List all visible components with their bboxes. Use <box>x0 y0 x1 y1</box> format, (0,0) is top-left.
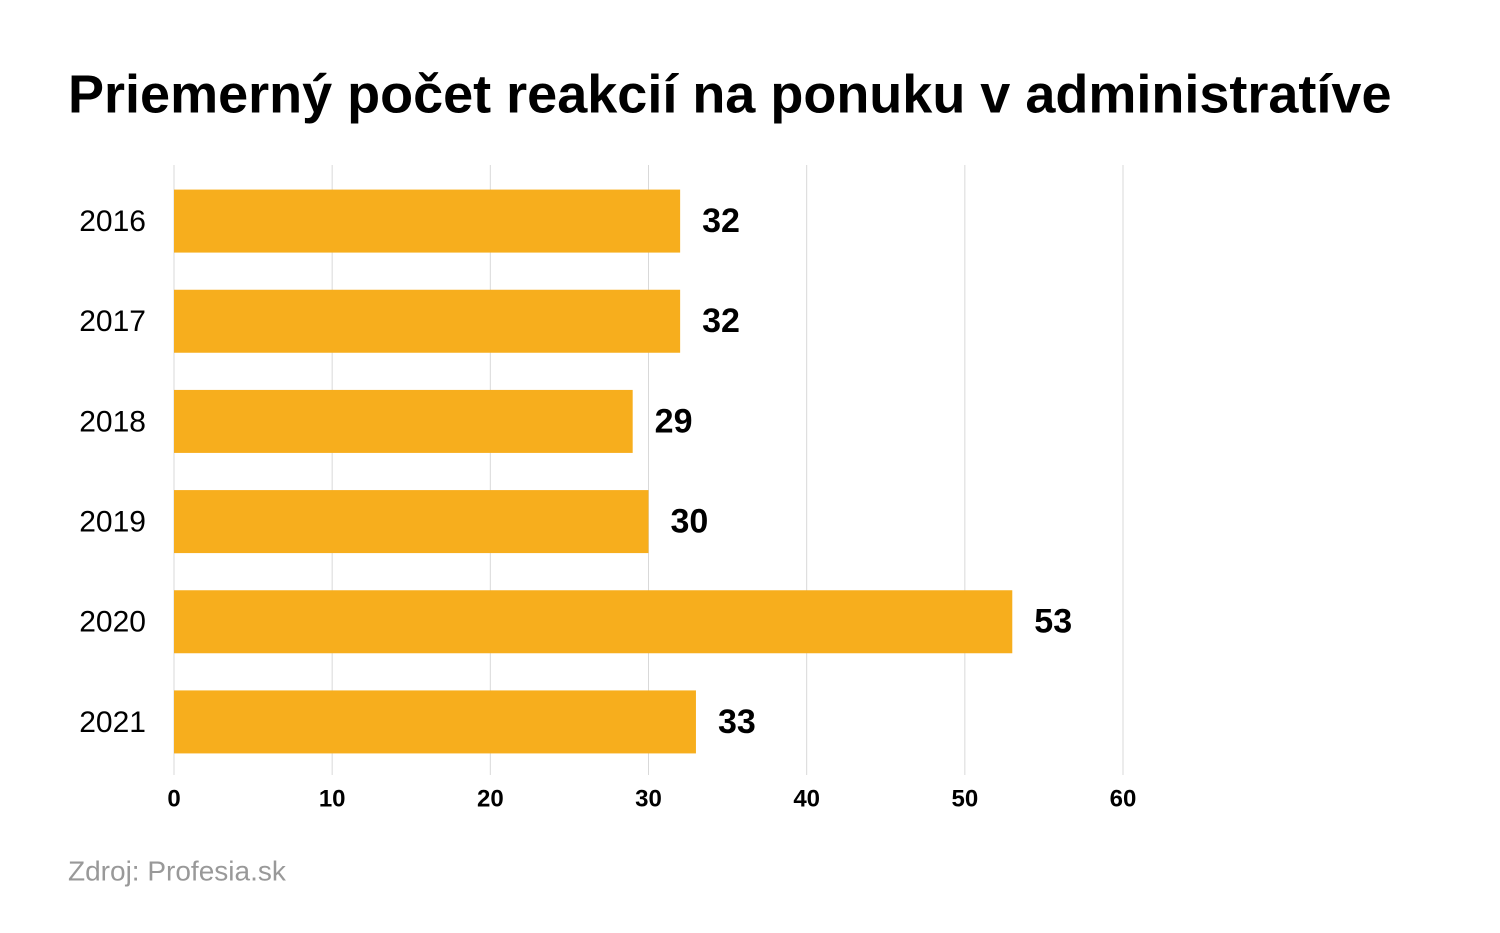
bar <box>174 389 633 453</box>
y-tick-label: 2021 <box>79 706 146 739</box>
y-tick-label: 2019 <box>79 506 146 539</box>
bar <box>174 289 681 353</box>
source: Zdroj: Profesia.sk <box>68 855 287 886</box>
x-tick-label: 40 <box>793 785 820 812</box>
data-label: 32 <box>702 202 740 240</box>
data-label: 53 <box>1034 603 1072 641</box>
data-label: 29 <box>655 402 693 440</box>
bar <box>174 690 696 754</box>
bar <box>174 490 649 554</box>
bar <box>174 189 681 253</box>
data-label: 30 <box>671 503 709 541</box>
chart-title: Priemerný počet reakcií na ponuku v admi… <box>68 64 1391 124</box>
x-tick-label: 50 <box>951 785 978 812</box>
y-tick-label: 2016 <box>79 205 146 238</box>
y-tick-label: 2017 <box>79 305 146 338</box>
x-tick-label: 0 <box>167 785 180 812</box>
data-label: 33 <box>718 703 756 741</box>
y-tick-label: 2018 <box>79 405 146 438</box>
data-label: 32 <box>702 302 740 340</box>
x-tick-label: 10 <box>319 785 346 812</box>
x-tick-label: 30 <box>635 785 662 812</box>
y-tick-label: 2020 <box>79 606 146 639</box>
x-tick-label: 20 <box>477 785 504 812</box>
bar <box>174 590 1013 654</box>
x-tick-label: 60 <box>1110 785 1137 812</box>
